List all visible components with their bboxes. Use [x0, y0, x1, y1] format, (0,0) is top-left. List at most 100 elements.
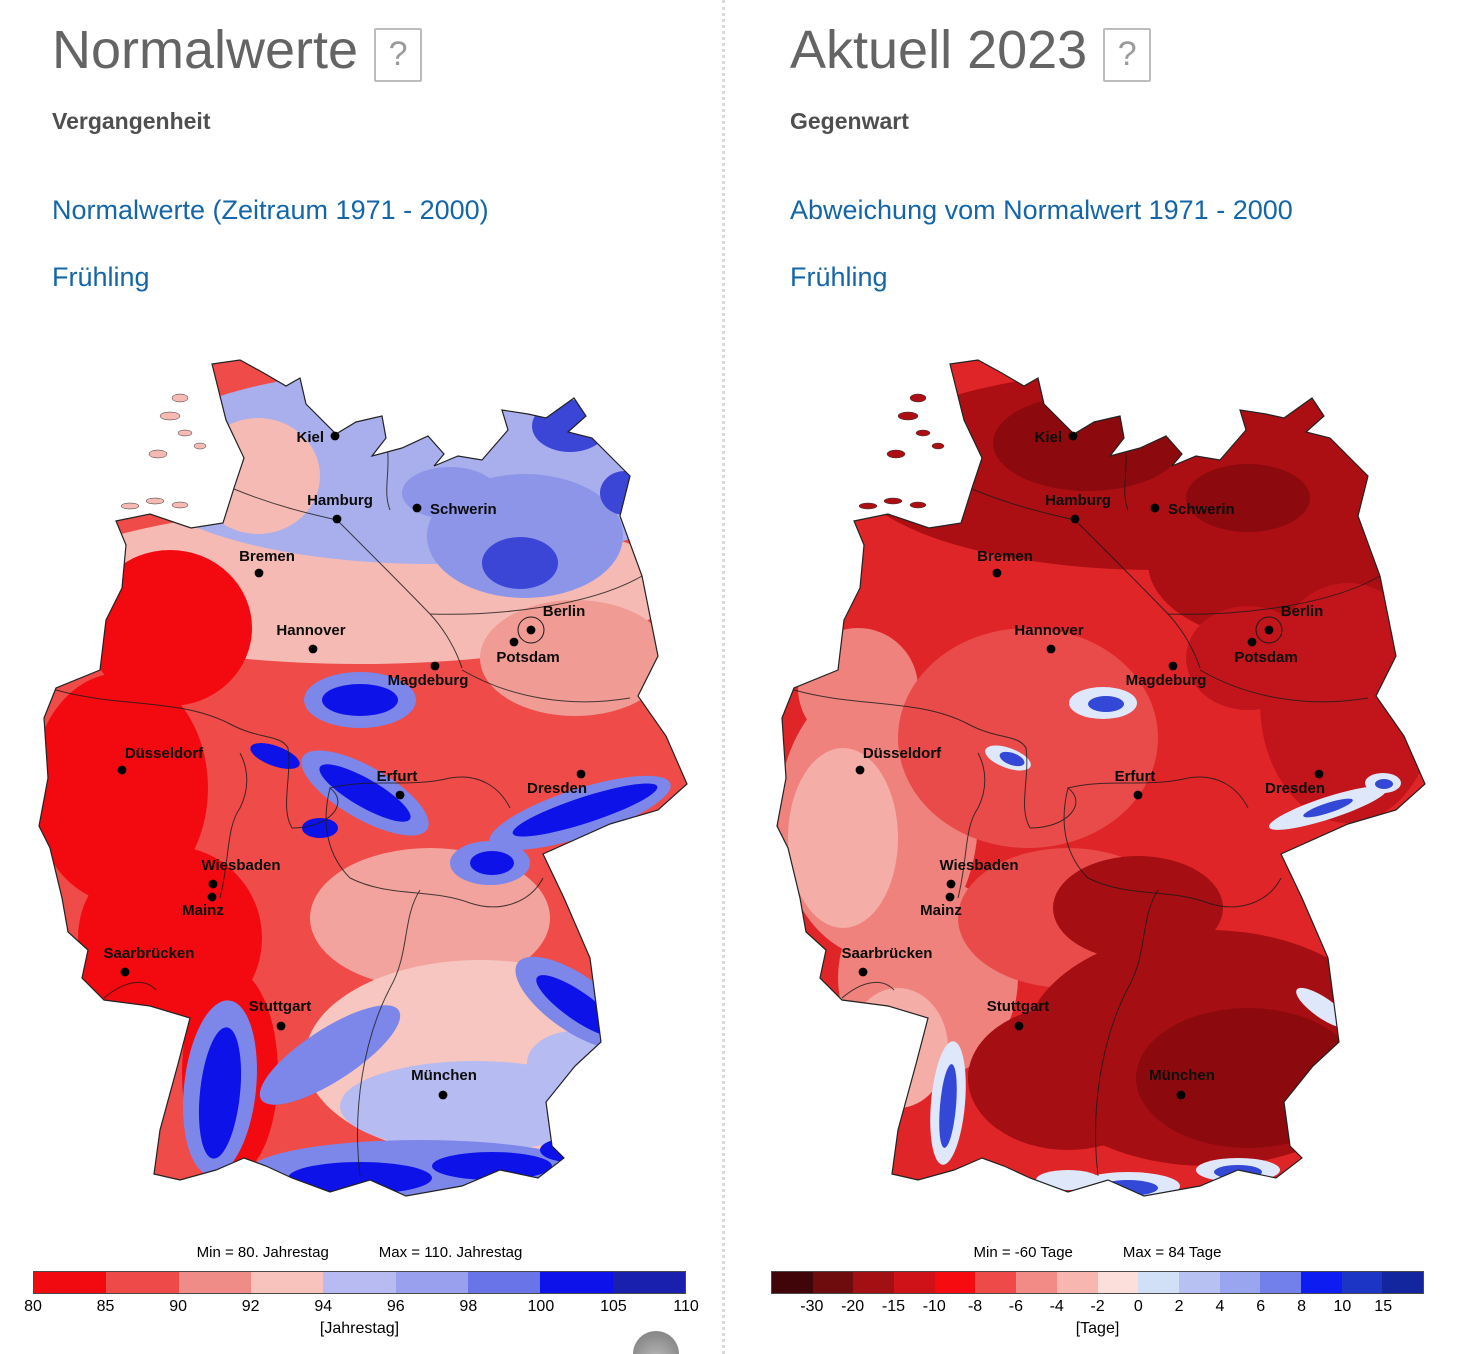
legend: Min = 80. Jahrestag Max = 110. Jahrestag… [24, 1244, 699, 1338]
city-dot [1068, 431, 1078, 441]
city-label: Dresden [1265, 780, 1325, 797]
city-label: Hannover [276, 622, 345, 639]
city-dot [395, 790, 405, 800]
city-label: Schwerin [1168, 501, 1235, 518]
colorbar-tick: -2 [1090, 1298, 1105, 1315]
panel-subtitle: Gegenwart [790, 108, 909, 134]
city-dot [1046, 644, 1056, 654]
city-label: München [411, 1067, 477, 1084]
city-label: Erfurt [1115, 768, 1156, 785]
colorbar-tick: 100 [527, 1298, 555, 1315]
colorbar-tick: 92 [241, 1298, 260, 1315]
colorbar-segment [467, 1272, 541, 1293]
city-dot [1150, 503, 1160, 513]
link-period[interactable]: Abweichung vom Normalwert 1971 - 2000 [790, 195, 1293, 225]
link-season[interactable]: Frühling [790, 262, 888, 292]
colorbar-ticks: 80 85 90 92 94 96 98 100 105 110 [24, 1298, 699, 1318]
scroll-indicator[interactable] [633, 1331, 679, 1354]
colorbar-segment [323, 1272, 396, 1293]
help-icon[interactable]: ? [374, 28, 423, 82]
city-label: Düsseldorf [125, 745, 204, 762]
city-dot [855, 765, 865, 775]
city-label: Potsdam [1234, 649, 1297, 666]
colorbar-segment [894, 1272, 935, 1293]
city-dot [1247, 637, 1257, 647]
city-label: Dresden [527, 780, 587, 797]
colorbar-tick: -4 [1049, 1298, 1064, 1315]
city-label: Potsdam [496, 649, 559, 666]
city-label: München [1149, 1067, 1215, 1084]
city-label: Wiesbaden [939, 857, 1018, 874]
city-label: Berlin [543, 603, 586, 620]
panel-subtitle: Vergangenheit [52, 108, 211, 134]
germany-map-svg: Kiel Hamburg Schwerin Bremen Berlin Hannover P… [38, 359, 688, 1197]
city-dot [858, 967, 868, 977]
city-dot [254, 568, 264, 578]
city-dot [509, 637, 519, 647]
city-label: Kiel [296, 429, 324, 446]
city-label: Berlin [1281, 603, 1324, 620]
colorbar-segment [1219, 1272, 1261, 1293]
panel-title: Normalwerte [52, 20, 359, 80]
city-label: Erfurt [377, 768, 418, 785]
city-label: Stuttgart [249, 998, 312, 1015]
legend-min-label: Min = -60 Tage [973, 1244, 1073, 1261]
panel-normalwerte: Normalwerte ? Vergangenheit Normalwerte … [0, 0, 724, 1354]
colorbar-segment [1056, 1272, 1098, 1293]
city-dot [946, 879, 956, 889]
colorbar-segment [1178, 1272, 1220, 1293]
city-dot [1176, 1090, 1186, 1100]
city-dot [1133, 790, 1143, 800]
city-label: Düsseldorf [863, 745, 942, 762]
colorbar-segment [178, 1272, 251, 1293]
colorbar-tick: -20 [841, 1298, 865, 1315]
colorbar-segment [1097, 1272, 1139, 1293]
city-dot [308, 644, 318, 654]
city-dot [120, 967, 130, 977]
legend-unit-label: [Jahrestag] [319, 1320, 400, 1337]
colorbar-segment [1260, 1272, 1301, 1293]
city-dot [576, 769, 586, 779]
germany-map-svg: Kiel Hamburg Schwerin Bremen Berlin Hannover P… [776, 359, 1426, 1197]
colorbar-segment [853, 1272, 895, 1293]
colorbar-ticks: -30 -20 -15 -10 -8 -6 -4 -2 0 2 4 6 8 10 15 [771, 1298, 1424, 1318]
colorbar-tick: 15 [1374, 1298, 1393, 1315]
city-dot [332, 514, 342, 524]
city-label: Kiel [1034, 429, 1062, 446]
city-dot [1264, 625, 1274, 635]
colorbar-tick: -15 [881, 1298, 905, 1315]
city-dot [412, 503, 422, 513]
city-dot [276, 1021, 286, 1031]
city-dot [526, 625, 536, 635]
colorbar-tick: 2 [1174, 1298, 1184, 1315]
city-label: Saarbrücken [842, 945, 933, 962]
colorbar-segment [1300, 1272, 1342, 1293]
germany-map-aktuell: Kiel Hamburg Schwerin Bremen Berlin Hannover P… [768, 358, 1428, 1213]
city-label: Mainz [182, 902, 224, 919]
colorbar-segment [250, 1272, 324, 1293]
colorbar-segment [772, 1272, 813, 1293]
colorbar-tick: 90 [169, 1298, 188, 1315]
city-dot [117, 765, 127, 775]
link-season[interactable]: Frühling [52, 262, 150, 292]
city-dot [330, 431, 340, 441]
legend: Min = -60 Tage Max = 84 Tage -30 -20 -15 -1… [771, 1244, 1424, 1338]
colorbar-tick: 0 [1133, 1298, 1143, 1315]
colorbar-tick: 8 [1297, 1298, 1307, 1315]
panel-title: Aktuell 2023 [790, 20, 1088, 80]
colorbar-tick: 105 [600, 1298, 627, 1315]
colorbar [33, 1271, 686, 1294]
colorbar-tick: 80 [24, 1298, 42, 1315]
colorbar-tick: 4 [1215, 1298, 1225, 1315]
legend-max-label: Max = 84 Tage [1122, 1244, 1222, 1261]
city-label: Saarbrücken [104, 945, 195, 962]
legend-unit-label: [Tage] [1075, 1320, 1120, 1337]
city-label: Hannover [1014, 622, 1083, 639]
help-icon[interactable]: ? [1103, 28, 1152, 82]
colorbar-segment [1016, 1272, 1057, 1293]
link-period[interactable]: Normalwerte (Zeitraum 1971 - 2000) [52, 195, 489, 225]
colorbar-segment [540, 1272, 613, 1293]
colorbar-segment [106, 1272, 179, 1293]
panel-aktuell: Aktuell 2023 ? Gegenwart Abweichung vom … [738, 0, 1462, 1354]
